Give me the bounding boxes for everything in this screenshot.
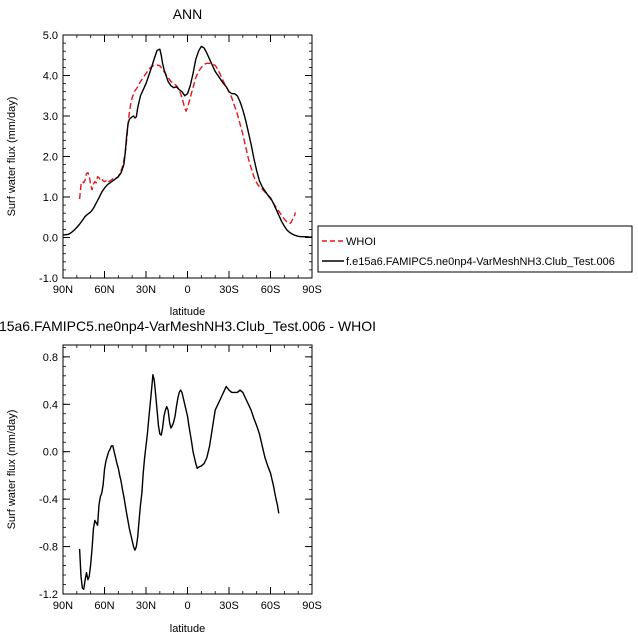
x-tick-label: 60N xyxy=(94,600,114,612)
x-tick-label: 90N xyxy=(53,600,73,612)
y-tick-label: 0.0 xyxy=(43,233,58,245)
legend-label: f.e15a6.FAMIPC5.ne0np4-VarMeshNH3.Club_T… xyxy=(346,256,615,268)
y-tick-label: -1.0 xyxy=(39,273,58,285)
series-line-f-e15a6-famipc5-ne0np4-varmeshnh3-club-test-006 xyxy=(62,45,312,238)
y-tick-label: -1.2 xyxy=(39,589,58,601)
x-tick-label: 30N xyxy=(136,284,156,296)
y-tick-label: 4.0 xyxy=(43,71,58,83)
series-line-difference xyxy=(78,373,280,590)
y-tick-label: 3.0 xyxy=(43,111,58,123)
x-tick-label: 90N xyxy=(53,284,73,296)
x-tick-label: 60S xyxy=(261,284,281,296)
legend-box xyxy=(317,225,633,273)
x-axis-label: latitude xyxy=(170,306,205,318)
chart-panel-1: ANN 90N 60N 30N 0 30S 60S 90S 5.0 4.0 3.0 2.0 1.0 0.0… xyxy=(6,6,633,318)
x-axis-label: latitude xyxy=(170,623,205,635)
chart-panel-2: 15a6.FAMIPC5.ne0np4-VarMeshNH3.Club_Test… xyxy=(0,318,376,635)
plot-frame xyxy=(62,344,313,595)
x-tick-label: 90S xyxy=(302,600,322,612)
y-tick-label: 5.0 xyxy=(43,30,58,42)
x-tick-label: 90S xyxy=(302,284,322,296)
x-tick-label: 0 xyxy=(184,284,190,296)
y-tick-label: 0.0 xyxy=(43,447,58,459)
chart-title: 15a6.FAMIPC5.ne0np4-VarMeshNH3.Club_Test… xyxy=(0,318,376,334)
legend: WHOI f.e15a6.FAMIPC5.ne0np4-VarMeshNH3.Cl… xyxy=(317,225,633,273)
y-tick-label: 0.8 xyxy=(43,352,58,364)
x-tick-label: 0 xyxy=(184,600,190,612)
plot-frame xyxy=(62,34,313,279)
y-tick-label: 2.0 xyxy=(43,152,58,164)
y-tick-label: 1.0 xyxy=(43,192,58,204)
x-tick-label: 60S xyxy=(261,600,281,612)
chart-title: ANN xyxy=(173,6,203,22)
x-tick-label: 30S xyxy=(219,284,239,296)
x-tick-label: 60N xyxy=(94,284,114,296)
y-axis-label: Surf water flux (mm/day) xyxy=(6,97,18,217)
y-tick-label: -0.4 xyxy=(39,494,58,506)
x-tick-label: 30S xyxy=(219,600,239,612)
y-axis-label: Surf water flux (mm/day) xyxy=(6,410,18,530)
y-tick-label: 0.4 xyxy=(43,399,58,411)
series-line-whoi xyxy=(78,62,297,225)
y-tick-label: -0.8 xyxy=(39,542,58,554)
x-tick-label: 30N xyxy=(136,600,156,612)
legend-label: WHOI xyxy=(346,236,376,248)
